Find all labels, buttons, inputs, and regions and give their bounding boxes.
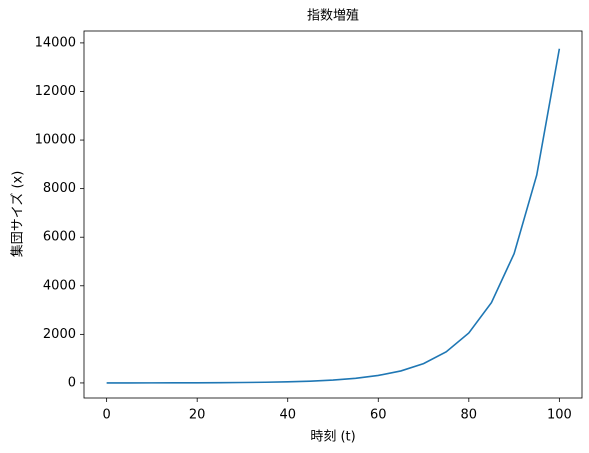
y-tick-label: 10000 [35,133,76,148]
y-tick-label: 2000 [43,327,76,342]
x-tick-label: 60 [370,408,387,423]
y-tick-label: 12000 [35,84,76,99]
data-line [106,48,561,384]
y-tick-label: 0 [68,375,76,390]
y-tick-label: 6000 [43,230,76,245]
y-axis-label: 集団サイズ (x) [10,171,26,258]
x-tick-label: 40 [279,408,296,423]
chart-title: 指数増殖 [307,8,359,24]
y-tick-label: 4000 [43,278,76,293]
x-tick-label: 0 [102,408,110,423]
x-tick-label: 100 [547,408,572,423]
plot-frame [83,30,583,399]
y-tick-label: 14000 [35,35,76,50]
y-tick-label: 8000 [43,181,76,196]
x-tick-label: 80 [461,408,478,423]
x-axis-label: 時刻 (t) [310,430,355,445]
x-tick-label: 20 [189,408,206,423]
